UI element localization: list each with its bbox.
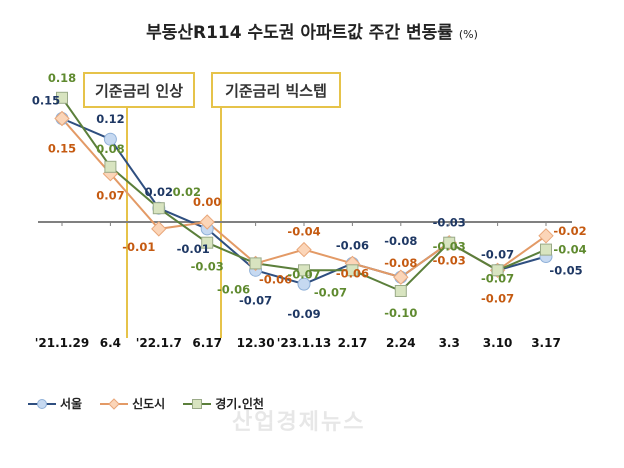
legend-item-newtown: 신도시	[100, 395, 165, 412]
data-point	[201, 236, 214, 249]
data-label: -0.07	[481, 271, 514, 285]
x-tick-label: 2.24	[386, 336, 416, 350]
data-label: -0.06	[336, 266, 369, 280]
data-label: -0.03	[433, 216, 466, 230]
x-tick-label: '21.1.29	[35, 336, 90, 350]
data-label: -0.01	[122, 240, 155, 254]
data-point	[104, 160, 117, 173]
data-label: -0.07	[239, 293, 272, 307]
series-2	[61, 97, 547, 293]
legend-item-gyeonggi: 경기.인천	[183, 395, 264, 412]
data-point	[54, 110, 70, 127]
square-marker-icon	[183, 398, 212, 409]
legend-item-seoul: 서울	[28, 395, 82, 412]
x-tick-label: 3.17	[531, 336, 561, 350]
data-label: 0.02	[173, 185, 201, 199]
diamond-marker-icon	[100, 397, 129, 410]
x-tick-label: '22.1.7	[136, 336, 182, 350]
x-tick-label: '23.1.13	[277, 336, 332, 350]
data-label: -0.01	[177, 242, 210, 256]
annotation-big-step: 기준금리 빅스텝	[211, 72, 341, 108]
x-tick-label: 3.3	[439, 336, 460, 350]
series-line	[61, 97, 547, 293]
data-label: 0.08	[96, 142, 124, 156]
data-point	[540, 243, 552, 256]
data-label: -0.10	[384, 306, 417, 320]
data-label: -0.07	[481, 247, 514, 261]
circle-marker-icon	[28, 398, 56, 409]
legend-label: 서울	[60, 397, 83, 411]
x-tick-label: 6.17	[192, 336, 222, 350]
data-label: -0.06	[217, 282, 250, 296]
data-point	[56, 91, 68, 104]
watermark: 산업경제뉴스	[232, 410, 366, 435]
data-point	[298, 264, 310, 277]
x-tick-label: 12.30	[237, 336, 275, 350]
x-tick-label: 3.10	[483, 336, 513, 350]
data-label: 0.00	[193, 195, 221, 209]
data-point	[538, 228, 554, 244]
annotation-rate-hike: 기준금리 인상	[83, 72, 195, 108]
data-label: -0.06	[259, 272, 292, 286]
data-label: 0.15	[32, 94, 60, 108]
data-label: -0.06	[336, 238, 369, 252]
data-label: -0.04	[553, 243, 586, 257]
data-label: 0.12	[96, 112, 124, 126]
data-label: -0.07	[481, 291, 514, 305]
data-point	[393, 269, 409, 285]
data-label: -0.03	[433, 240, 466, 254]
data-label: -0.05	[549, 264, 582, 278]
data-point	[491, 264, 504, 277]
data-point	[297, 277, 311, 291]
legend-label: 신도시	[132, 397, 166, 411]
data-point	[443, 236, 456, 249]
data-label: -0.03	[433, 254, 466, 268]
data-label: 0.18	[48, 71, 76, 85]
data-label: -0.04	[287, 225, 320, 239]
data-point	[346, 264, 359, 277]
title-text: 부동산R114 수도권 아파트값 주간 변동률	[146, 23, 453, 43]
chart-title: 부동산R114 수도권 아파트값 주간 변동률 (%)	[0, 18, 624, 43]
data-label: -0.08	[384, 234, 417, 248]
x-tick-label: 2.17	[338, 336, 368, 350]
data-point	[103, 132, 117, 146]
legend-label: 경기.인천	[215, 397, 264, 411]
data-point	[296, 241, 312, 258]
data-label: 0.07	[96, 189, 124, 203]
data-label: -0.02	[553, 224, 586, 238]
data-point	[151, 221, 167, 237]
data-point	[199, 214, 215, 230]
data-label: -0.03	[191, 260, 224, 274]
data-label: 0.02	[145, 185, 173, 199]
data-point	[152, 202, 165, 215]
data-label: -0.09	[287, 307, 320, 321]
data-point	[249, 257, 262, 270]
x-tick-label: 6.4	[100, 336, 121, 350]
unit-label: (%)	[458, 28, 478, 41]
data-point	[394, 285, 407, 297]
data-label: 0.15	[48, 142, 76, 156]
data-label: -0.07	[287, 267, 320, 281]
data-label: -0.08	[384, 256, 417, 270]
data-label: -0.07	[314, 285, 347, 299]
legend: 서울 신도시 경기.인천	[28, 395, 264, 412]
